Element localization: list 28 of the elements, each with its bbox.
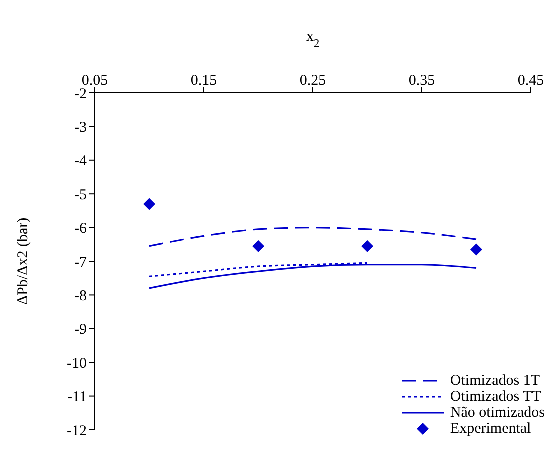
legend-label: Não otimizados bbox=[450, 405, 545, 421]
x-tick-label: 0.25 bbox=[300, 73, 326, 89]
y-tick-label: -3 bbox=[74, 120, 87, 136]
y-tick-label: -10 bbox=[67, 356, 87, 372]
line-series bbox=[148, 264, 478, 290]
point bbox=[252, 240, 264, 252]
legend-label: Otimizados 1T bbox=[450, 373, 540, 389]
legend-label: Experimental bbox=[450, 421, 532, 437]
y-tick-label: -12 bbox=[67, 423, 87, 440]
y-tick-label: -5 bbox=[74, 187, 87, 204]
point bbox=[362, 240, 374, 252]
y-tick-label: -2 bbox=[74, 86, 87, 102]
y-tick-label: -9 bbox=[74, 322, 87, 338]
y-tick-label: -4 bbox=[74, 154, 88, 170]
line-series bbox=[148, 227, 478, 248]
point bbox=[470, 244, 482, 256]
y-tick-label: -6 bbox=[74, 221, 88, 238]
y-tick-label: -11 bbox=[68, 390, 87, 406]
y-axis-title: ΔPb/Δx2 (bar) bbox=[15, 218, 32, 306]
x-tick-label: 0.35 bbox=[408, 73, 436, 89]
x-tick-label: 0.15 bbox=[190, 73, 218, 89]
legend-label: Otimizados TT bbox=[450, 389, 542, 405]
x-tick-label: 0.45 bbox=[518, 73, 544, 89]
y-tick-label: -8 bbox=[74, 288, 87, 305]
x-tick-label: 0.05 bbox=[82, 73, 108, 89]
point bbox=[144, 198, 156, 210]
x-axis-title: x$_{2}$ bbox=[306, 29, 320, 50]
y-tick-label: -7 bbox=[74, 254, 88, 271]
